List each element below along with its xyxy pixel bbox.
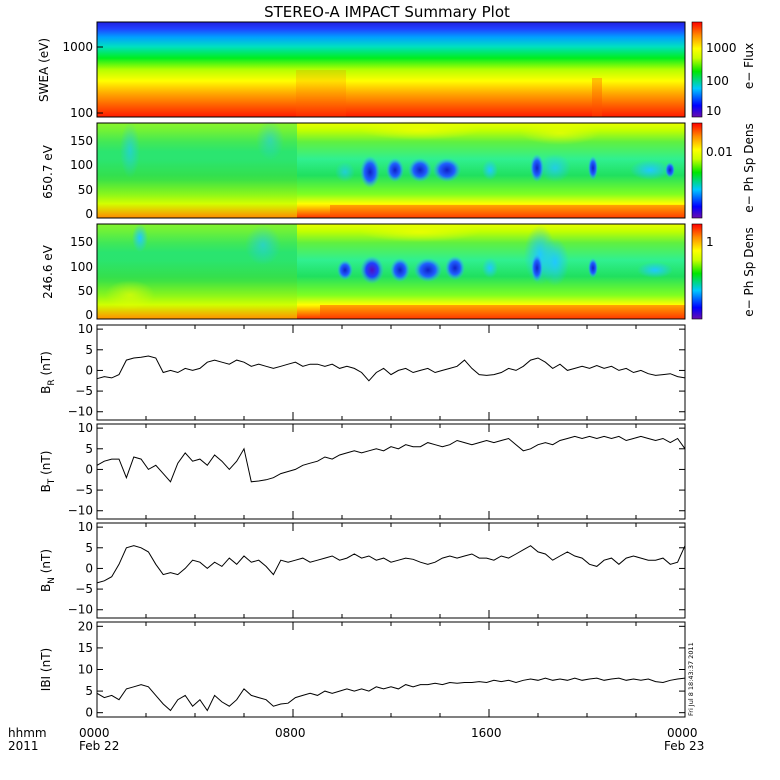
pad246-cbar-label: e− Ph Sp Dens [742,227,756,316]
bt-ylabel: BT (nT) [39,451,57,493]
bn-ytick-label: 10 [78,520,93,534]
swea-ytick-100: 100 [70,106,93,120]
br-frame [96,324,686,421]
bmag-ytick-label: 20 [78,619,93,633]
bmag-ytick-label: 15 [78,641,93,655]
swea-cbar-tick-1000: 1000 [706,41,737,55]
time-tick-0800: 0800 [275,726,306,740]
swea-cbar-tick-100: 100 [706,74,729,88]
bn-ytick-label: 0 [85,561,93,575]
swea-ytick-1000: 1000 [62,40,93,54]
swea-cbar-label: e− Flux [742,43,756,89]
swea-ylabel: SWEA (eV) [37,38,51,102]
time-axis-units: hhmm [8,726,47,740]
br-ylabel: BR (nT) [39,351,57,394]
bmag-ytick-label: 0 [85,706,93,720]
br-ytick-label: 0 [85,363,93,377]
pad246-colorbar [691,223,703,320]
br-ytick-label: −10 [68,405,93,419]
swea-colorbar [691,21,703,118]
br-ytick-label: −5 [75,384,93,398]
pad650-cbar-tick: 0.01 [706,145,733,159]
bt-ytick-label: −10 [68,504,93,518]
br-panel: −10 −5 0 5 10 BR (nT) [39,322,686,421]
swea-cbar-tick-10: 10 [706,104,721,118]
swea-panel: SWEA (eV) 1000 100 1000 100 10 e− Flux [37,21,756,120]
pad650-ytick-150: 150 [70,134,93,148]
date-end: Feb 23 [664,739,704,753]
swea-spectrogram [97,22,685,117]
pad246-ytick-100: 100 [70,260,93,274]
br-ytick-label: 5 [85,343,93,357]
plot-title: STEREO-A IMPACT Summary Plot [264,3,510,21]
bn-ytick-label: −10 [68,603,93,617]
bmag-ytick-label: 10 [78,663,93,677]
time-axis-year: 2011 [8,739,39,753]
pad650-panel: 650.7 eV 150 100 50 0 0.01 e− Ph Sp Dens [41,120,756,221]
time-tick-1600: 1600 [471,726,502,740]
pad246-panel: 246.6 eV 150 100 50 0 1 e− Ph Sp Dens [41,222,756,322]
bt-ytick-label: 10 [78,421,93,435]
pad246-ytick-0: 0 [85,308,93,322]
bn-series-line [96,545,686,584]
bt-panel: −10 −5 0 5 10 BT (nT) [39,421,686,520]
pad650-colorbar [691,122,703,219]
bmag-ytick-label: 5 [85,684,93,698]
field-panels: −10 −5 0 5 10 BR (nT) −10 −5 0 5 10 BT (nT) −10 −5 0 5 1… [39,322,686,720]
pad246-ylabel: 246.6 eV [41,244,55,299]
time-tick-0000: 0000 [79,726,110,740]
pad650-ylabel: 650.7 eV [41,144,55,199]
time-tick-0000-end: 0000 [667,726,698,740]
bmag-ylabel: IBI (nT) [39,648,53,691]
bt-ytick-label: −5 [75,483,93,497]
bmag-panel: 0 5 10 15 20 IBI (nT) [39,619,686,720]
bmag-series-line [96,677,686,712]
pad650-ytick-0: 0 [85,207,93,221]
bn-ylabel: BN (nT) [39,549,57,592]
pad246-cbar-tick: 1 [706,235,714,249]
generation-timestamp: Fri Jul 8 18:43:37 2011 [687,642,695,716]
pad650-ytick-50: 50 [78,183,93,197]
bmag-frame [96,621,686,718]
pad650-cbar-label: e− Ph Sp Dens [742,123,756,212]
bn-panel: −10 −5 0 5 10 BN (nT) [39,520,686,619]
pad246-ytick-150: 150 [70,235,93,249]
bn-ytick-label: −5 [75,582,93,596]
bn-ytick-label: 5 [85,541,93,555]
bt-ytick-label: 0 [85,462,93,476]
bn-frame [96,522,686,619]
br-ytick-label: 10 [78,322,93,336]
bt-ytick-label: 5 [85,442,93,456]
date-start: Feb 22 [79,739,119,753]
pad650-ytick-100: 100 [70,158,93,172]
bt-series-line [96,435,686,483]
br-series-line [96,355,686,382]
pad246-ytick-50: 50 [78,284,93,298]
time-axis: hhmm 2011 0000 0800 1600 0000 Feb 22 Feb… [8,726,704,753]
